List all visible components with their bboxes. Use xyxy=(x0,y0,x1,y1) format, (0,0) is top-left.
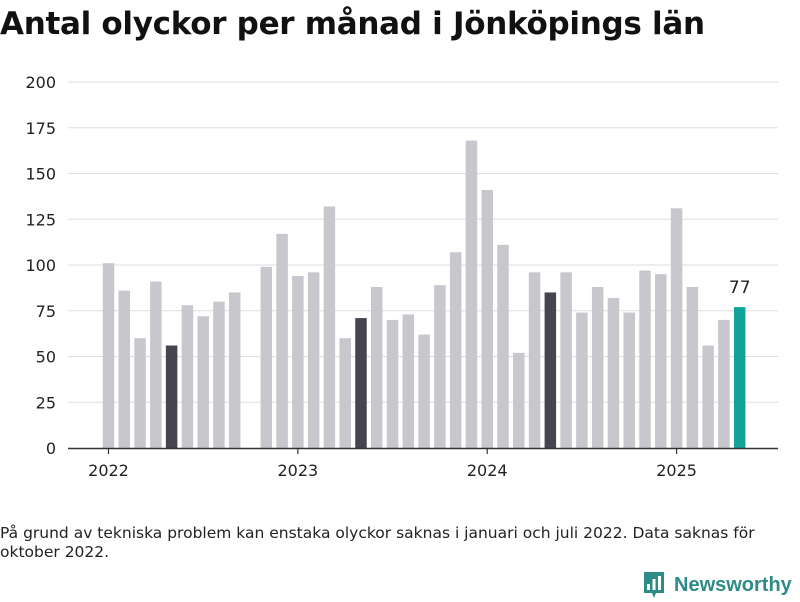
annotations: 77 xyxy=(729,278,751,298)
y-axis-tick-labels: 0 25 50 75 100 125 150 175 200 xyxy=(25,73,56,458)
bar-2023-01 xyxy=(292,275,304,448)
bar-2023-12 xyxy=(465,140,478,448)
brand-logo[interactable]: Newsworthy xyxy=(642,568,792,602)
y-tick-label: 25 xyxy=(36,393,56,412)
bar-2024-11 xyxy=(639,270,651,448)
bar-2024-05 xyxy=(544,292,557,448)
bar-2022-03 xyxy=(134,338,146,448)
brand-name: Newsworthy xyxy=(674,573,792,596)
y-tick-label: 125 xyxy=(25,210,56,229)
y-tick-label: 150 xyxy=(25,165,56,184)
bar-2025-01 xyxy=(670,208,683,448)
bar-2024-02 xyxy=(497,244,509,448)
bar-2023-04 xyxy=(339,338,351,448)
bar-2024-07 xyxy=(576,312,588,448)
bar-2024-01 xyxy=(481,189,493,448)
bar-2022-02 xyxy=(118,290,131,448)
x-tick-label: 2024 xyxy=(467,461,508,480)
bar-2024-04 xyxy=(528,272,541,448)
bar-2023-05 xyxy=(355,318,367,448)
bar-2022-01 xyxy=(102,263,115,448)
bar-2023-02 xyxy=(307,272,320,448)
bar-2023-08 xyxy=(402,314,415,448)
bar-2024-12 xyxy=(655,274,667,448)
bar-2023-09 xyxy=(418,334,430,448)
y-tick-label: 200 xyxy=(25,73,56,92)
y-tick-label: 0 xyxy=(46,439,56,458)
bar-2024-09 xyxy=(607,297,620,448)
bar-2024-10 xyxy=(623,312,635,448)
bars xyxy=(102,140,746,448)
footnote: På grund av tekniska problem kan enstaka… xyxy=(0,524,755,561)
bar-2024-03 xyxy=(513,352,525,448)
bar-2022-08 xyxy=(213,301,225,448)
y-tick-label: 50 xyxy=(36,348,56,367)
bar-2022-04 xyxy=(150,281,162,448)
bar-2022-07 xyxy=(197,316,209,448)
x-axis-tick-labels: 2022 2023 2024 2025 xyxy=(88,448,697,480)
bar-2023-11 xyxy=(449,252,462,448)
x-tick-label: 2023 xyxy=(278,461,319,480)
y-tick-label: 175 xyxy=(25,119,56,138)
bar-2025-05 xyxy=(733,307,746,448)
bar-2023-10 xyxy=(434,285,446,448)
y-tick-label: 75 xyxy=(36,302,56,321)
bar-2023-03 xyxy=(323,206,336,448)
bar-2025-03 xyxy=(702,345,714,448)
x-tick-label: 2022 xyxy=(88,461,129,480)
bar-2022-12 xyxy=(276,233,288,448)
bar-2025-02 xyxy=(686,286,699,448)
newsworthy-logo-icon xyxy=(644,572,664,598)
bar-2023-06 xyxy=(371,286,383,448)
x-tick-label: 2025 xyxy=(656,461,697,480)
bar-2024-08 xyxy=(591,286,604,448)
data-label: 77 xyxy=(729,278,751,298)
chart-title: Antal olyckor per månad i Jönköpings län xyxy=(0,6,705,42)
bar-2025-04 xyxy=(718,319,730,448)
bar-2022-05 xyxy=(165,345,178,448)
bar-2024-06 xyxy=(560,272,572,448)
bar-2023-07 xyxy=(386,319,399,448)
bar-2022-11 xyxy=(260,266,273,448)
bar-2022-09 xyxy=(228,292,241,448)
bar-2022-06 xyxy=(181,305,194,448)
y-tick-label: 100 xyxy=(25,256,56,275)
